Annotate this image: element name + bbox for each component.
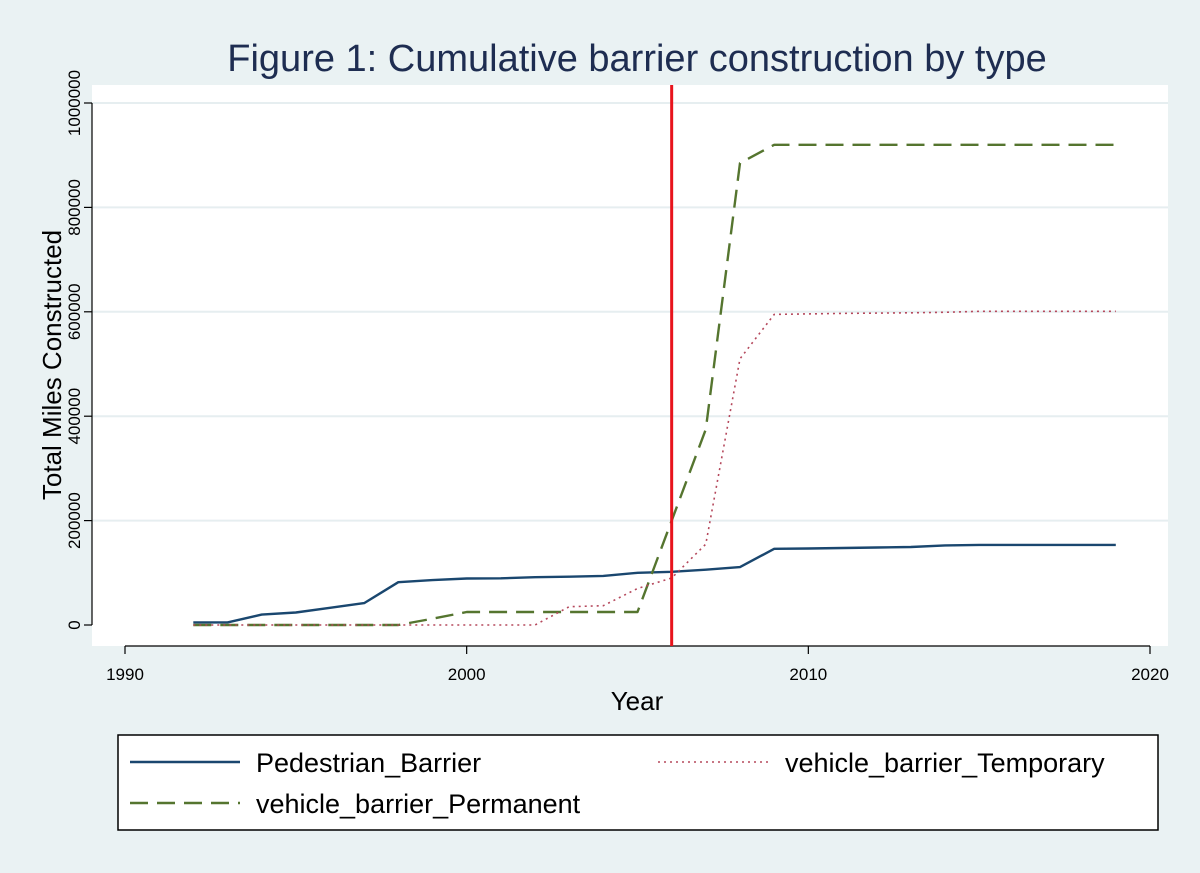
grid-lines — [92, 102, 1168, 522]
plot-area — [92, 85, 1168, 646]
y-tick-label-800000: 800000 — [65, 179, 84, 236]
x-tick-label-2000: 2000 — [448, 665, 486, 684]
legend-box — [117, 734, 1159, 831]
legend-label-pedestrian-barrier: Pedestrian_Barrier — [256, 748, 481, 778]
y-tick-label-600000: 600000 — [65, 283, 84, 340]
y-tick-label-400000: 400000 — [65, 388, 84, 445]
y-tick-label-200000: 200000 — [65, 492, 84, 549]
y-axis-title: Total Miles Constructed — [37, 230, 67, 500]
x-tick-label-2010: 2010 — [789, 665, 827, 684]
legend: Pedestrian_Barrier vehicle_barrier_Perma… — [117, 734, 1159, 831]
series-line-pedestrian-barrier — [193, 543, 1116, 624]
chart-title: Figure 1: Cumulative barrier constructio… — [227, 38, 1046, 80]
legend-label-vehicle-barrier-permanent: vehicle_barrier_Permanent — [256, 789, 581, 819]
series-line-vehicle-barrier-permanent — [193, 143, 1116, 627]
x-tick-label-2020: 2020 — [1131, 665, 1169, 684]
legend-label-vehicle-barrier-temporary: vehicle_barrier_Temporary — [785, 748, 1105, 778]
axes: 0 200000 400000 600000 800000 1000000 1990 2000… — [65, 70, 1169, 684]
x-tick-label-1990: 1990 — [106, 665, 144, 684]
y-tick-label-0: 0 — [65, 620, 84, 629]
y-tick-label-1000000: 1000000 — [65, 70, 84, 136]
x-axis-title: Year — [611, 686, 664, 716]
series-lines — [193, 143, 1116, 627]
